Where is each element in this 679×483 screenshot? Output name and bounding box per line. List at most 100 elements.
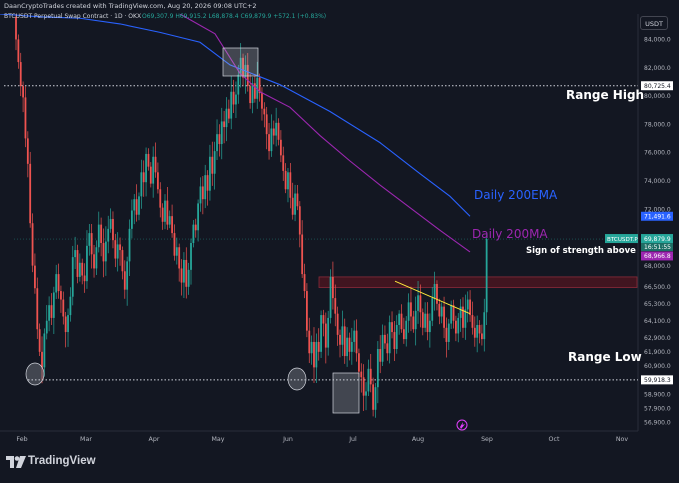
symbol-tag: BTCUSDT.P	[607, 237, 638, 243]
candle-body	[301, 234, 304, 275]
candle-body	[130, 210, 133, 229]
candle-body	[107, 228, 110, 242]
range-high-label: Range High	[566, 88, 644, 102]
candle-body	[142, 172, 145, 183]
candle-body	[211, 156, 214, 174]
candle-body	[183, 259, 185, 283]
candle-body	[263, 108, 266, 115]
highlight-ellipse-low-feb	[25, 362, 45, 386]
candle-body	[428, 320, 431, 333]
tradingview-logo-icon[interactable]	[6, 456, 26, 468]
candle-body	[171, 216, 173, 234]
candle-body	[147, 153, 150, 167]
candle-body	[157, 172, 159, 190]
x-tick-label: Apr	[149, 436, 160, 443]
ma-price-tag-bg	[641, 251, 673, 261]
candle-body	[168, 216, 171, 225]
candle-body	[166, 200, 169, 225]
x-tick-label: May	[211, 436, 224, 443]
x-tick-label: Mar	[80, 436, 92, 443]
candle-body	[395, 324, 398, 350]
candle-body	[391, 322, 393, 333]
candle-body	[447, 323, 450, 342]
candle-body	[388, 322, 391, 354]
ma-label: Daily 200MA	[472, 227, 548, 241]
candle-body	[112, 218, 114, 241]
y-tick-label: 78,000.0	[644, 121, 671, 128]
candle-body	[145, 153, 147, 183]
candle-body	[152, 156, 155, 184]
candle-body	[270, 128, 273, 152]
candle-body	[445, 327, 448, 342]
candle-body	[216, 134, 218, 152]
candle-body	[67, 315, 69, 333]
y-tick-label: 56,900.0	[644, 420, 671, 427]
range-high-price-tag: 80,725.4	[644, 83, 671, 90]
candle-body	[218, 134, 221, 145]
currency-unit-button[interactable]: USDT	[640, 16, 668, 30]
candle-body	[24, 97, 27, 139]
candle-body	[369, 368, 372, 385]
candle-body	[313, 341, 315, 368]
candle-body	[258, 77, 261, 94]
candle-body	[197, 203, 200, 231]
y-tick-label: 76,000.0	[644, 150, 671, 157]
last-price-tag: 69,879.9	[644, 236, 671, 243]
x-tick-label: Oct	[549, 436, 560, 443]
candle-body	[43, 333, 46, 368]
candle-body	[81, 262, 84, 276]
tradingview-brand[interactable]: TradingView	[28, 455, 96, 467]
candle-body	[100, 224, 103, 243]
candle-body	[450, 305, 453, 324]
candle-body	[187, 269, 190, 287]
candle-body	[26, 138, 29, 164]
candle-body	[93, 254, 95, 269]
candle-body	[353, 330, 356, 342]
candle-body	[462, 306, 464, 328]
candle-body	[90, 233, 93, 255]
x-tick-label: Feb	[16, 436, 27, 443]
candle-body	[332, 276, 334, 299]
range-low-price-tag: 59,918.3	[644, 377, 671, 384]
candle-body	[360, 371, 363, 378]
candle-body	[466, 299, 469, 310]
candle-body	[78, 262, 81, 277]
candle-body	[376, 349, 379, 388]
candle-body	[320, 315, 322, 352]
candle-body	[232, 91, 235, 105]
symbol-header: BTCUSDT Perpetual Swap Contract · 1D · O…	[4, 13, 326, 20]
candle-body	[476, 324, 479, 338]
candle-body	[223, 121, 226, 128]
candle-body	[102, 242, 105, 262]
candle-body	[88, 233, 91, 246]
candle-body	[454, 320, 457, 334]
candle-body	[272, 128, 275, 136]
candle-body	[97, 224, 100, 248]
candle-body	[173, 233, 176, 256]
candle-body	[199, 186, 202, 204]
symbol-line: BTCUSDT Perpetual Swap Contract · 1D · O…	[4, 13, 141, 20]
candle-body	[190, 242, 192, 270]
x-tick-label: Jul	[348, 436, 357, 443]
candle-body	[358, 353, 360, 372]
candle-body	[126, 261, 129, 290]
candle-body	[355, 330, 358, 354]
candle-body	[381, 334, 384, 362]
countdown-tag-bg	[641, 243, 673, 252]
candle-body	[284, 170, 287, 190]
candle-body	[164, 200, 166, 222]
highlight-box-high	[222, 47, 259, 77]
candle-body	[268, 134, 270, 152]
ema-price-tag-bg	[641, 211, 673, 221]
candle-body	[45, 320, 48, 334]
range-low-label: Range Low	[568, 350, 642, 364]
candle-body	[322, 315, 325, 324]
candle-body	[121, 250, 124, 272]
candle-body	[287, 172, 289, 190]
y-tick-label: 58,900.0	[644, 391, 671, 398]
candle-body	[246, 64, 249, 87]
y-tick-label: 57,900.0	[644, 406, 671, 413]
candle-body	[424, 313, 427, 328]
